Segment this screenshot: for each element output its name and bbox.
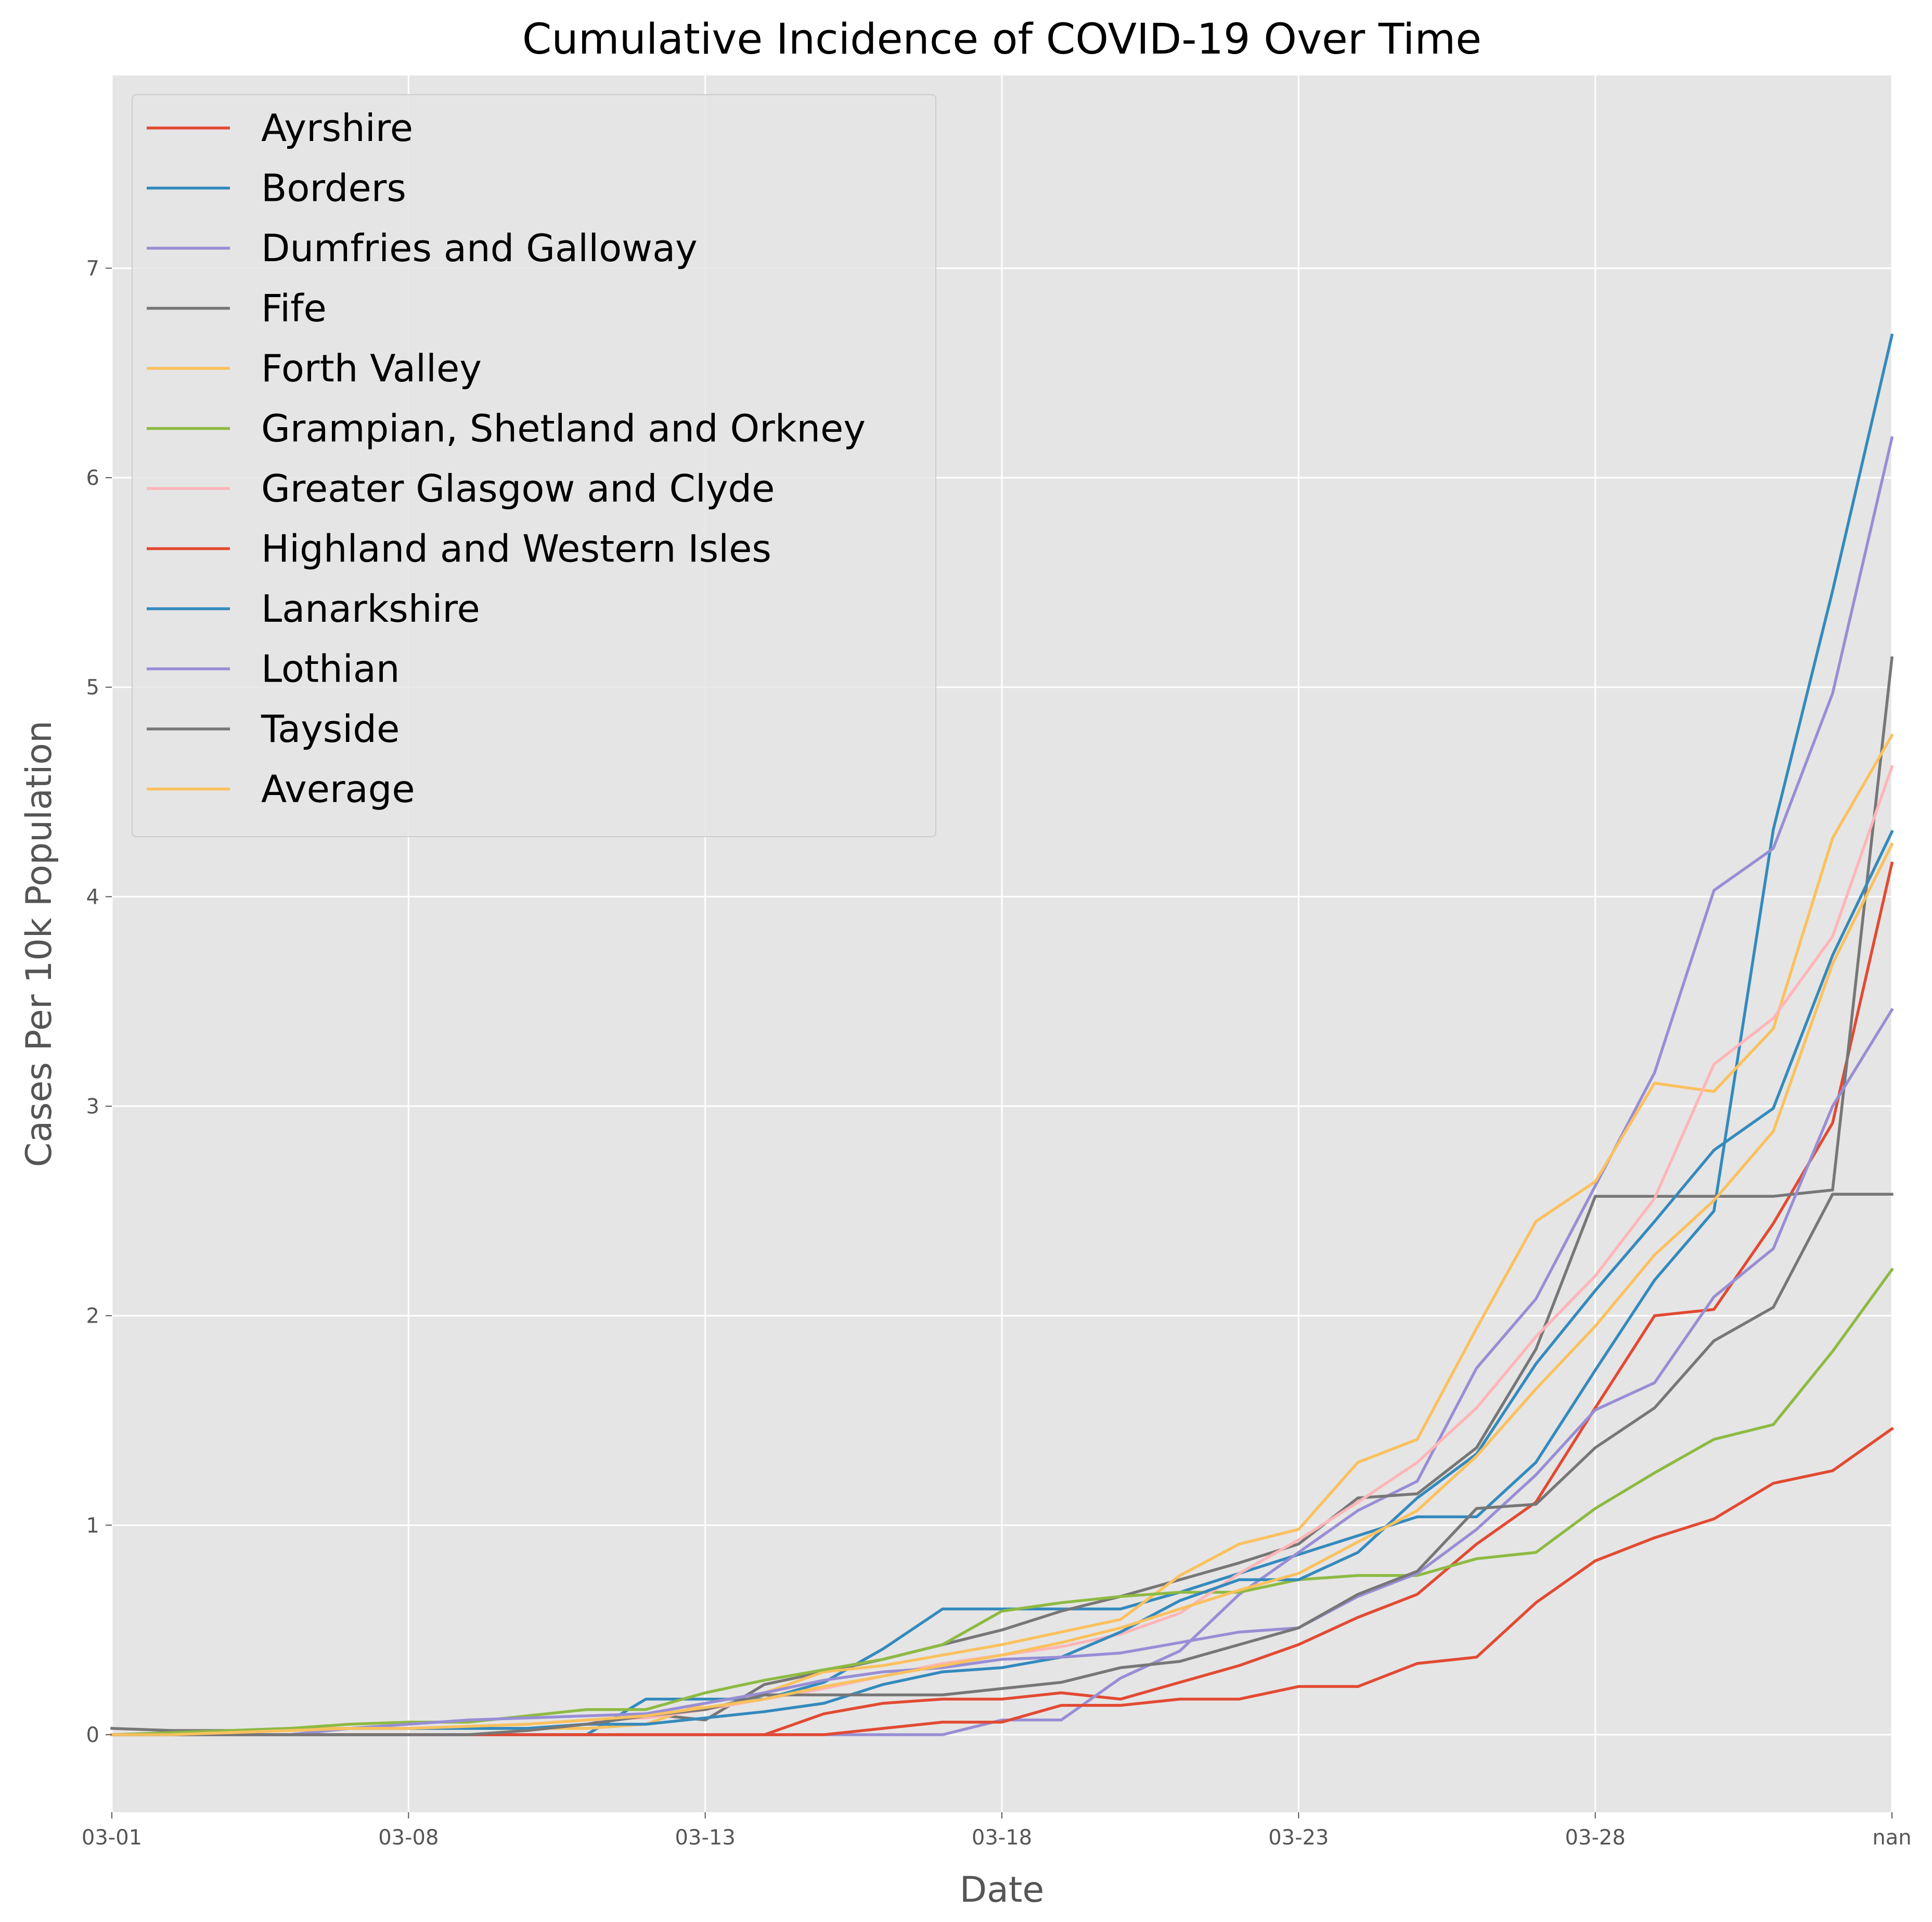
x-axis: 03-01 03-08 03-13 03-18 03-23 03-28 nan <box>82 1812 1912 1850</box>
legend-label: Average <box>261 767 415 811</box>
y-tick-label: 3 <box>86 1095 99 1119</box>
legend-label: Tayside <box>261 707 400 751</box>
y-tick-label: 2 <box>86 1304 99 1328</box>
legend-box <box>132 94 936 837</box>
legend-label: Ayrshire <box>261 106 413 150</box>
legend-label: Dumfries and Galloway <box>261 226 698 270</box>
series-group <box>110 333 1894 1736</box>
x-tick-label: 03-01 <box>82 1826 142 1850</box>
series-line-lothian <box>110 1008 1894 1736</box>
legend-label: Highland and Western Isles <box>261 527 771 571</box>
legend-label: Lanarkshire <box>261 587 480 631</box>
y-tick-label: 4 <box>86 885 99 909</box>
x-tick-label: nan <box>1872 1826 1911 1850</box>
legend: Ayrshire Borders Dumfries and Galloway Fife… <box>132 94 936 837</box>
legend-label: Fife <box>261 287 327 330</box>
y-axis-label: Cases Per 10k Population <box>19 721 60 1167</box>
series-line-tayside <box>110 1193 1894 1736</box>
legend-label: Grampian, Shetland and Orkney <box>261 407 866 451</box>
y-tick-label: 1 <box>86 1514 99 1537</box>
x-axis-label: Date <box>960 1869 1045 1911</box>
series-line-grampian-shetland-and-orkney <box>110 1267 1894 1736</box>
legend-label: Forth Valley <box>261 347 482 390</box>
x-tick-label: 03-18 <box>972 1826 1032 1850</box>
x-tick-label: 03-13 <box>675 1826 736 1850</box>
y-tick-label: 0 <box>86 1723 99 1747</box>
y-tick-label: 5 <box>86 676 99 700</box>
y-tick-label: 7 <box>86 257 99 280</box>
legend-label: Lothian <box>261 647 400 691</box>
series-line-average <box>110 842 1894 1736</box>
y-tick-label: 6 <box>86 466 99 490</box>
legend-label: Borders <box>261 166 406 210</box>
y-axis: 0 1 2 3 4 5 6 7 <box>86 257 112 1747</box>
legend-label: Greater Glasgow and Clyde <box>261 467 775 510</box>
x-tick-label: 03-28 <box>1565 1826 1626 1850</box>
chart-title: Cumulative Incidence of COVID-19 Over Ti… <box>522 15 1482 64</box>
x-tick-label: 03-23 <box>1268 1826 1329 1850</box>
x-tick-label: 03-08 <box>378 1826 439 1850</box>
